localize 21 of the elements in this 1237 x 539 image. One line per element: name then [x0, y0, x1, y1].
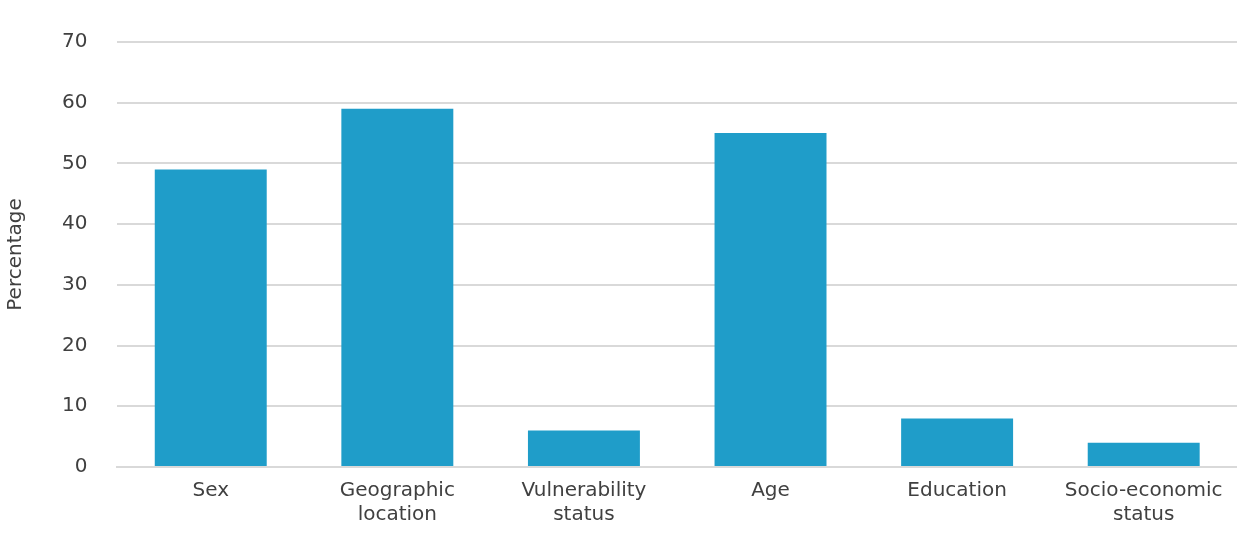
y-tick-label: 10: [62, 392, 88, 417]
y-tick-label: 60: [62, 88, 88, 113]
y-tick-label: 50: [62, 149, 88, 174]
y-axis-title: Percentage: [2, 198, 27, 311]
x-tick-label: Age: [751, 477, 790, 502]
x-tick-label: Geographic location: [339, 477, 455, 526]
x-tick-label: Sex: [192, 477, 230, 502]
bar: [341, 108, 454, 466]
y-tick-label: 0: [74, 453, 88, 478]
bar: [714, 133, 827, 466]
bar: [1087, 442, 1200, 466]
y-tick-label: 70: [62, 28, 88, 53]
x-tick-label: Vulnerability status: [521, 477, 647, 526]
y-tick-label: 40: [62, 210, 88, 235]
x-tick-label: Socio-economic status: [1064, 477, 1223, 526]
bar: [154, 169, 267, 466]
bar: [527, 430, 640, 466]
x-tick-label: Education: [907, 477, 1007, 502]
y-tick-label: 30: [62, 271, 88, 296]
bar: [901, 418, 1014, 466]
y-tick-label: 20: [62, 331, 88, 356]
